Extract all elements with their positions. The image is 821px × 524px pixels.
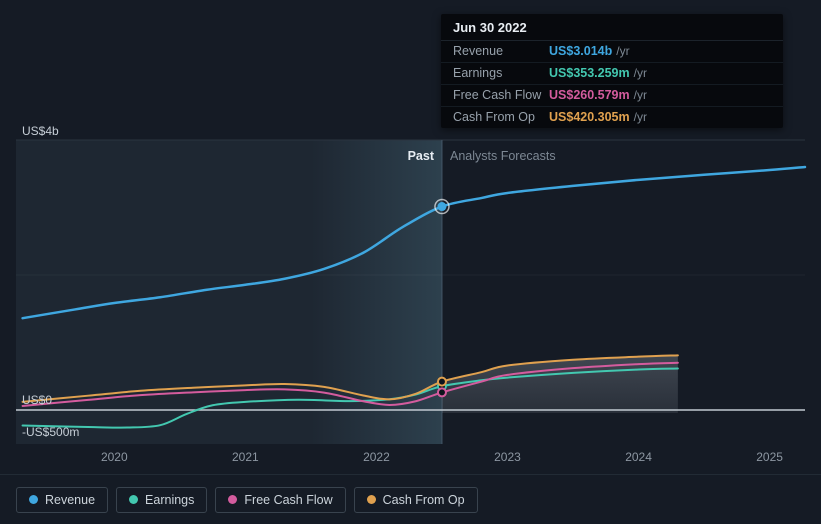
x-axis-tick-label: 2024 bbox=[625, 450, 652, 464]
tooltip-label: Revenue bbox=[453, 44, 504, 58]
legend-label: Cash From Op bbox=[382, 492, 465, 507]
y-axis-label-zero: US$0 bbox=[22, 393, 53, 407]
legend-item-earnings[interactable]: Earnings bbox=[116, 486, 208, 513]
legend-bar: Revenue Earnings Free Cash Flow Cash Fro… bbox=[0, 474, 821, 524]
legend-item-free-cash-flow[interactable]: Free Cash Flow bbox=[215, 486, 346, 513]
tooltip-unit: /yr bbox=[633, 66, 647, 80]
hover-marker-halo bbox=[434, 198, 450, 215]
tooltip-value: US$3.014b bbox=[549, 44, 613, 58]
tooltip-label: Cash From Op bbox=[453, 110, 535, 124]
legend-item-cash-from-op[interactable]: Cash From Op bbox=[353, 486, 478, 513]
tooltip-unit: /yr bbox=[616, 44, 630, 58]
legend-label: Earnings bbox=[145, 492, 195, 507]
hover-marker-cash-from-op bbox=[436, 376, 447, 387]
analysts-forecasts-section-label: Analysts Forecasts bbox=[450, 149, 556, 163]
tooltip-row-revenue: Revenue US$3.014b /yr bbox=[441, 41, 783, 63]
x-axis-tick-label: 2025 bbox=[756, 450, 783, 464]
series-line-revenue bbox=[21, 165, 807, 320]
x-axis-tick-label: 2021 bbox=[232, 450, 259, 464]
y-axis-label-top: US$4b bbox=[22, 124, 59, 138]
tooltip-value: US$260.579m bbox=[549, 88, 630, 102]
legend-label: Revenue bbox=[45, 492, 96, 507]
tooltip-row-free-cash-flow: Free Cash Flow US$260.579m /yr bbox=[441, 85, 783, 107]
hover-marker-free-cash-flow bbox=[436, 387, 447, 398]
tooltip-unit: /yr bbox=[633, 110, 647, 124]
legend-item-revenue[interactable]: Revenue bbox=[16, 486, 109, 513]
earnings-dot-icon bbox=[129, 495, 139, 504]
series-line-cash-from-op bbox=[21, 354, 679, 403]
x-axis-tick-label: 2023 bbox=[494, 450, 521, 464]
revenue-dot-icon bbox=[29, 495, 38, 504]
tooltip-label: Earnings bbox=[453, 66, 503, 80]
tooltip-label: Free Cash Flow bbox=[453, 88, 542, 102]
hover-marker-revenue bbox=[437, 202, 447, 212]
tooltip-row-earnings: Earnings US$353.259m /yr bbox=[441, 63, 783, 85]
series-line-earnings bbox=[21, 367, 679, 429]
tooltip-date: Jun 30 2022 bbox=[441, 14, 783, 41]
y-axis-label-bottom: -US$500m bbox=[22, 425, 80, 439]
x-axis-tick-label: 2020 bbox=[101, 450, 128, 464]
hover-tooltip: Jun 30 2022 Revenue US$3.014b /yr Earnin… bbox=[441, 14, 783, 128]
series-line-free-cash-flow bbox=[21, 361, 679, 407]
tooltip-row-cash-from-op: Cash From Op US$420.305m /yr bbox=[441, 107, 783, 128]
tooltip-value: US$353.259m bbox=[549, 66, 630, 80]
cash-from-op-dot-icon bbox=[366, 495, 376, 504]
tooltip-unit: /yr bbox=[633, 88, 647, 102]
x-axis-tick-label: 2022 bbox=[363, 450, 390, 464]
legend-label: Free Cash Flow bbox=[244, 492, 333, 507]
past-section-label: Past bbox=[407, 149, 434, 163]
free-cash-flow-dot-icon bbox=[228, 495, 238, 504]
tooltip-value: US$420.305m bbox=[549, 110, 630, 124]
